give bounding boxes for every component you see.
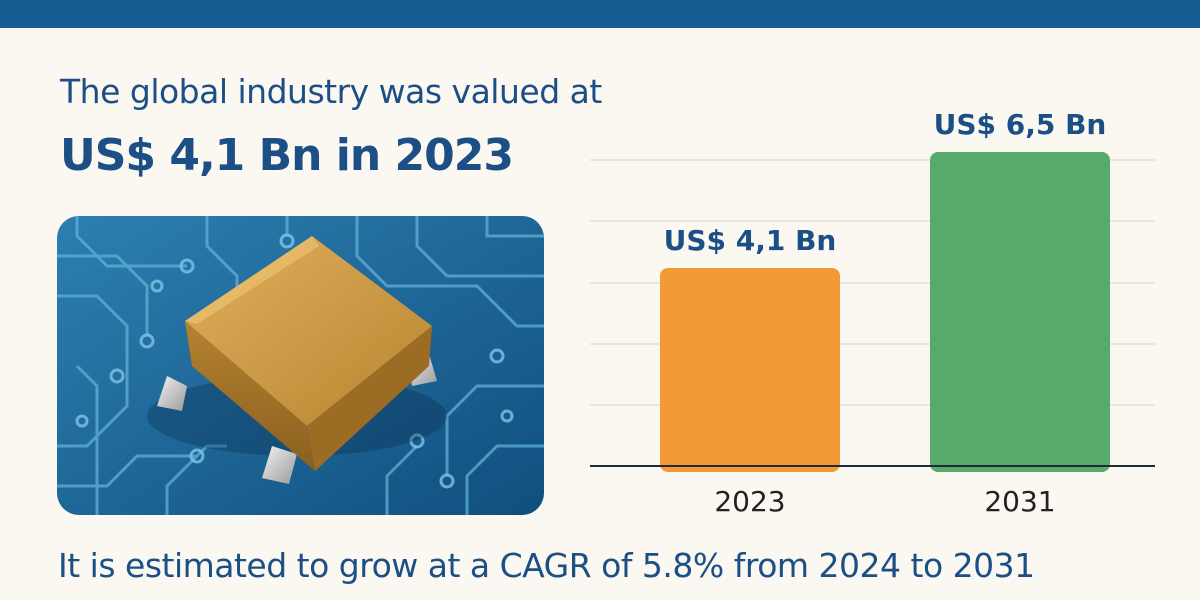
circuit-board-chip-icon	[57, 216, 544, 515]
headline-line-2: US$ 4,1 Bn in 2023	[60, 130, 514, 181]
x-tick-label-2031: 2031	[984, 485, 1055, 518]
footer-cagr-text: It is estimated to grow at a CAGR of 5.8…	[58, 546, 1035, 585]
bar-2023	[660, 267, 840, 472]
data-label-2031: US$ 6,5 Bn	[934, 108, 1107, 141]
x-tick-label-2023: 2023	[714, 485, 785, 518]
bar-2031	[930, 152, 1110, 472]
headline-line-1: The global industry was valued at	[60, 72, 602, 111]
top-bar	[0, 0, 1200, 28]
data-label-2023: US$ 4,1 Bn	[664, 224, 837, 257]
